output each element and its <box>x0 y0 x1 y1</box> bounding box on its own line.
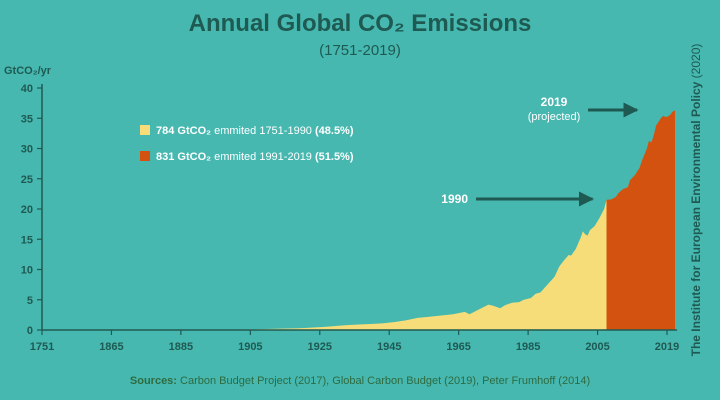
x-tick-label: 1885 <box>169 341 193 353</box>
x-tick-label: 1905 <box>238 341 262 353</box>
y-tick-label: 35 <box>21 113 33 125</box>
y-tick-label: 20 <box>21 204 33 216</box>
annotation-2019-label: 2019 <box>541 95 568 109</box>
credit-text: The Institute for European Environmental… <box>689 44 703 357</box>
legend-entry: 784 GtCO₂ emmited 1751-1990 (48.5%) <box>156 125 354 137</box>
chart-subtitle: (1751-2019) <box>319 42 401 59</box>
x-tick-label: 2019 <box>655 341 679 353</box>
legend-entry: 831 GtCO₂ emmited 1991-2019 (51.5%) <box>156 151 354 163</box>
legend-swatch-pre-1990 <box>140 125 150 135</box>
legend: 784 GtCO₂ emmited 1751-1990 (48.5%) 831 G… <box>140 125 354 163</box>
x-tick-label: 1865 <box>99 341 123 353</box>
sources-line: Sources: Carbon Budget Project (2017), G… <box>0 375 720 387</box>
y-tick-label: 15 <box>21 234 33 246</box>
legend-swatch-post-1990 <box>140 151 150 161</box>
annotation-1990-label: 1990 <box>441 192 468 206</box>
chart-title: Annual Global CO₂ Emissions <box>188 10 532 37</box>
credit-org: The Institute for European Environmental… <box>689 81 703 357</box>
credit-year: (2020) <box>689 43 703 82</box>
y-tick-label: 30 <box>21 144 33 156</box>
x-tick-label: 1985 <box>516 341 540 353</box>
x-tick-label: 1925 <box>308 341 332 353</box>
sources-label: Sources: <box>129 375 177 387</box>
y-tick-label: 10 <box>21 265 33 277</box>
y-axis-label: GtCO₂/yr <box>4 65 52 77</box>
annotation-2019-sub: (projected) <box>528 111 581 123</box>
x-tick-label: 2005 <box>585 341 609 353</box>
y-tick-label: 40 <box>21 83 33 95</box>
x-tick-label: 1965 <box>446 341 470 353</box>
sources-text: Carbon Budget Project (2017), Global Car… <box>176 375 591 387</box>
y-tick-label: 0 <box>27 325 33 337</box>
x-tick-label: 1945 <box>377 341 401 353</box>
area-post-1990 <box>606 110 675 330</box>
x-tick-label: 1751 <box>30 341 54 353</box>
area-pre-1990 <box>42 199 607 330</box>
y-tick-label: 25 <box>21 174 33 186</box>
y-tick-label: 5 <box>27 295 33 307</box>
